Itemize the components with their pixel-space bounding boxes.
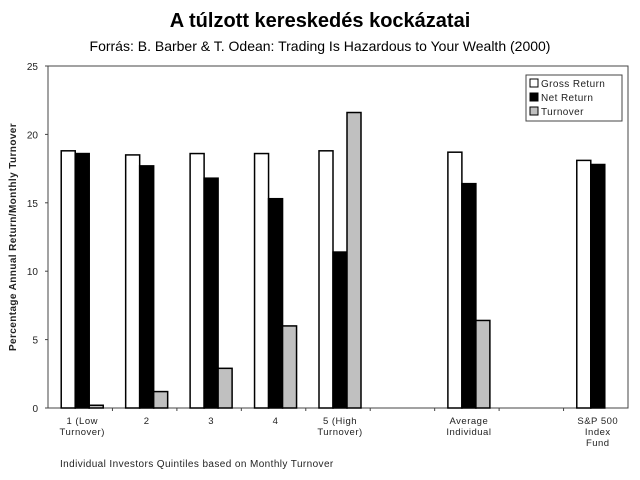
x-category-label: 4 [273, 416, 279, 427]
legend-label: Turnover [541, 107, 584, 118]
x-category-label: Index [585, 427, 611, 438]
bar-net-return [590, 163, 606, 409]
page-title: A túlzott kereskedés kockázatai [169, 10, 471, 32]
y-tick-label: 10 [27, 267, 39, 278]
legend-label: Net Return [541, 93, 593, 104]
bar-gross-return [189, 152, 205, 409]
bar-gross-return [124, 154, 141, 409]
bar-net-return [332, 251, 348, 409]
bar-net-return [203, 177, 219, 409]
bar-gross-return [60, 150, 76, 409]
legend-swatch [529, 78, 539, 88]
x-category-label: S&P 500 [577, 416, 618, 427]
y-tick-label: 15 [27, 199, 39, 210]
y-tick-label: 0 [32, 404, 38, 415]
x-category-label: Individual [446, 427, 491, 438]
x-category-label: 2 [144, 416, 150, 427]
y-tick-label: 5 [32, 336, 38, 347]
bar-turnover [475, 319, 491, 409]
bar-net-return [138, 165, 155, 409]
y-tick-label: 25 [27, 62, 39, 73]
bar-turnover [281, 325, 298, 409]
y-axis-label: Percentage Annual Return/Monthly Turnove… [8, 123, 19, 351]
legend-label: Gross Return [541, 79, 605, 90]
bar-gross-return [576, 159, 592, 409]
legend-box [525, 74, 623, 122]
bar-turnover [152, 390, 169, 409]
x-category-label: Turnover) [60, 427, 105, 438]
x-category-label: Fund [586, 438, 610, 449]
bar-net-return [267, 197, 284, 409]
x-axis-label: Individual Investors Quintiles based on … [60, 459, 334, 470]
bar-turnover [346, 111, 362, 409]
bar-gross-return [447, 151, 463, 409]
x-category-label: 3 [208, 416, 214, 427]
legend-swatch [529, 92, 539, 102]
x-category-label: Average [450, 416, 489, 427]
bar-net-return [74, 152, 90, 409]
bar-net-return [461, 182, 477, 409]
x-category-label: 1 (Low [66, 416, 98, 427]
page-subtitle: Forrás: B. Barber & T. Odean: Trading Is… [89, 38, 551, 54]
bar-gross-return [318, 150, 334, 409]
legend-swatch [529, 106, 539, 116]
y-tick-label: 20 [27, 130, 39, 141]
x-category-label: 5 (High [323, 416, 357, 427]
bar-turnover [88, 404, 104, 409]
x-category-label: Turnover) [317, 427, 362, 438]
bar-gross-return [253, 152, 270, 409]
bar-turnover [217, 367, 233, 409]
